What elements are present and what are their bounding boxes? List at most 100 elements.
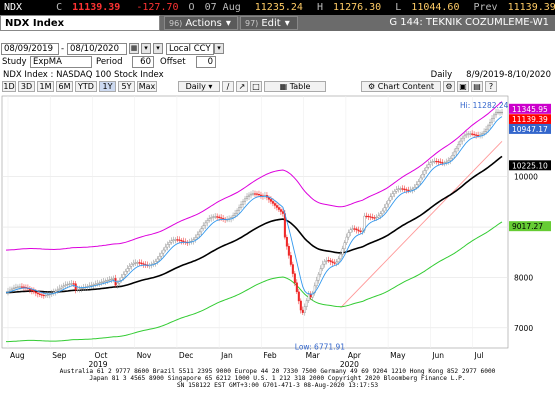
candle-body bbox=[214, 216, 217, 218]
candle-body bbox=[441, 162, 444, 164]
period-button-1d[interactable]: 1D bbox=[2, 81, 16, 92]
calendar-icon[interactable]: ▦ bbox=[129, 43, 139, 54]
price-label-text: 11139.39 bbox=[512, 115, 548, 124]
chart-toolbar: 1D 3D 1M 6M YTD 1Y 5Y Max Daily ▾ ∕ ↗ □ ▦ Table… bbox=[0, 81, 555, 93]
candle-body bbox=[413, 187, 416, 190]
edit-menu-button[interactable]: 97) Edit ▾ bbox=[240, 16, 298, 30]
ema-60-line bbox=[5, 155, 503, 294]
actions-menu-button[interactable]: 96) Actions ▾ bbox=[164, 16, 238, 30]
candle-body bbox=[325, 260, 328, 262]
candle-body bbox=[343, 242, 346, 249]
candle-body bbox=[168, 242, 171, 245]
candle-body bbox=[295, 282, 298, 293]
frequency-select[interactable]: Daily ▾ bbox=[178, 81, 220, 92]
candle-body bbox=[112, 278, 115, 280]
candle-body bbox=[273, 203, 276, 206]
candle-body bbox=[381, 210, 384, 214]
candle-body bbox=[178, 239, 181, 241]
x-tick-label: Mar bbox=[306, 351, 321, 360]
security-description: NDX Index : NASDAQ 100 Stock Index bbox=[3, 70, 164, 80]
line-tool-icon[interactable]: ∕ bbox=[222, 81, 234, 92]
price-label-box bbox=[509, 160, 551, 171]
date-separator: - bbox=[61, 44, 65, 54]
candle-body bbox=[449, 158, 452, 161]
candle-body bbox=[206, 220, 209, 224]
security-field[interactable]: NDX Index bbox=[0, 15, 160, 31]
period-button-6m[interactable]: 6M bbox=[56, 81, 73, 92]
candle-body bbox=[339, 254, 342, 260]
candle-body bbox=[347, 232, 350, 238]
candle-body bbox=[327, 260, 330, 262]
period-input[interactable]: 60 bbox=[132, 56, 154, 68]
candle-body bbox=[311, 292, 314, 298]
candle-body bbox=[277, 207, 280, 210]
chart-content-button[interactable]: ⚙ Chart Content bbox=[361, 81, 441, 92]
candle-body bbox=[429, 162, 432, 165]
candle-body bbox=[94, 283, 97, 285]
candle-body bbox=[204, 222, 207, 226]
draw-tool-icon[interactable]: ↗ bbox=[236, 81, 248, 92]
candle-body bbox=[365, 215, 368, 218]
candle-body bbox=[345, 236, 348, 243]
period-button-5y[interactable]: 5Y bbox=[118, 81, 135, 92]
study-select[interactable]: ExpMA bbox=[30, 56, 92, 68]
print-icon[interactable]: ▤ bbox=[471, 81, 483, 92]
candle-body bbox=[479, 134, 482, 136]
save-icon[interactable]: ▣ bbox=[457, 81, 469, 92]
candle-body bbox=[170, 240, 173, 243]
period-button-1y[interactable]: 1Y bbox=[99, 81, 116, 92]
candle-body bbox=[469, 133, 472, 135]
candle-body bbox=[455, 148, 458, 153]
candle-body bbox=[36, 292, 39, 295]
candle-body bbox=[196, 234, 199, 238]
offset-input[interactable]: 0 bbox=[196, 56, 216, 68]
candle-body bbox=[166, 244, 169, 248]
x-tick-label: Jun bbox=[431, 351, 444, 360]
candle-body bbox=[66, 283, 69, 286]
candle-body bbox=[164, 246, 167, 251]
candle-body bbox=[373, 217, 376, 219]
candle-body bbox=[491, 118, 494, 123]
candle-body bbox=[160, 252, 163, 257]
low-prefix: L bbox=[395, 2, 402, 13]
price-label-text: 10225.10 bbox=[512, 161, 548, 170]
open-date: 07 Aug bbox=[204, 2, 241, 13]
candle-body bbox=[240, 204, 243, 208]
start-date-input[interactable]: 08/09/2019 bbox=[1, 43, 59, 55]
candle-body bbox=[447, 160, 450, 163]
currency-select[interactable]: Local CCY bbox=[166, 43, 214, 55]
candle-body bbox=[459, 140, 462, 145]
table-button[interactable]: ▦ Table bbox=[264, 81, 326, 92]
price-chart[interactable]: 70008000900010000AugSepOctNovDecJanFebMa… bbox=[0, 94, 555, 400]
chevron-down-icon[interactable]: ▾ bbox=[141, 43, 151, 54]
period-button-3d[interactable]: 3D bbox=[18, 81, 35, 92]
candle-body bbox=[136, 262, 139, 264]
candle-body bbox=[40, 294, 43, 296]
candle-body bbox=[44, 294, 47, 297]
price-label-text: 9017.27 bbox=[512, 222, 543, 231]
candle-body bbox=[367, 215, 370, 218]
frequency-select-label: Daily bbox=[185, 82, 206, 91]
period-button-ytd[interactable]: YTD bbox=[75, 81, 97, 92]
price-label-text: 11345.95 bbox=[512, 105, 548, 114]
date-range-text: 8/9/2019-8/10/2020 bbox=[466, 70, 551, 80]
help-icon[interactable]: ? bbox=[485, 81, 497, 92]
end-date-input[interactable]: 08/10/2020 bbox=[67, 43, 127, 55]
gear-icon: ⚙ bbox=[367, 82, 376, 91]
zoom-icon[interactable]: □ bbox=[250, 81, 262, 92]
period-button-max[interactable]: Max bbox=[137, 81, 157, 92]
candle-body bbox=[14, 287, 17, 289]
chevron-down-icon[interactable]: ▾ bbox=[214, 43, 224, 54]
footer-line-2: Japan 81 3 4565 8900 Singapore 65 6212 1… bbox=[89, 375, 466, 382]
price-label-box bbox=[509, 114, 551, 125]
candle-body bbox=[198, 231, 201, 236]
chart-canvas[interactable]: 70008000900010000AugSepOctNovDecJanFebMa… bbox=[0, 94, 555, 368]
period-button-1m[interactable]: 1M bbox=[37, 81, 54, 92]
candle-body bbox=[253, 193, 256, 195]
chevron-down-icon[interactable]: ▾ bbox=[153, 43, 163, 54]
candle-body bbox=[313, 285, 316, 294]
open-prefix: O bbox=[188, 2, 195, 13]
candle-body bbox=[244, 198, 247, 202]
chevron-down-icon: ▾ bbox=[208, 82, 213, 91]
settings-icon[interactable]: ⚙ bbox=[443, 81, 455, 92]
